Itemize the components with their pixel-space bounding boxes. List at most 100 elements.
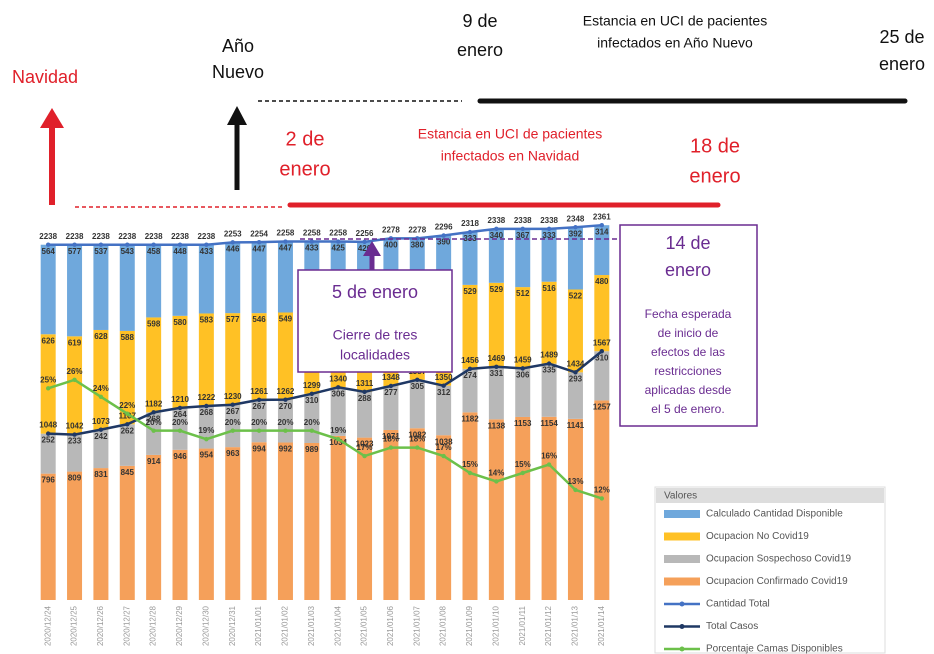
legend-items: Calculado Cantidad Disponible Ocupacion N… xyxy=(664,509,852,654)
line-marker xyxy=(151,242,156,247)
x-tick-label: 2021/01/08 xyxy=(439,605,448,646)
bar-segment xyxy=(594,351,610,401)
line-marker xyxy=(283,428,288,433)
x-tick-label: 2020/12/24 xyxy=(43,605,52,646)
data-label: 19% xyxy=(330,426,346,435)
bar-segment xyxy=(67,244,83,337)
data-label: 20% xyxy=(277,418,293,427)
data-label: 262 xyxy=(121,426,135,435)
line-marker xyxy=(177,242,183,247)
data-label: 1210 xyxy=(171,395,189,404)
bar-segment xyxy=(198,448,214,600)
arrow-head xyxy=(40,108,64,128)
data-label: 1138 xyxy=(488,421,506,430)
data-label: 277 xyxy=(384,388,398,397)
bar-segment xyxy=(515,368,531,417)
line-marker xyxy=(362,389,367,395)
data-label: 310 xyxy=(305,396,319,405)
data-label: 2254 xyxy=(250,229,268,238)
bar-segment xyxy=(515,287,531,369)
x-tick-label: 2021/01/13 xyxy=(571,605,580,646)
data-label: 529 xyxy=(463,287,477,296)
data-label: 15% xyxy=(462,460,478,469)
line-marker xyxy=(151,428,156,433)
x-tick-label: 2020/12/27 xyxy=(122,605,131,646)
bar-segment xyxy=(93,429,109,469)
bar-segment xyxy=(462,284,478,369)
data-label: 312 xyxy=(437,388,451,397)
data-label: 305 xyxy=(411,382,425,391)
legend-label: Total Casos xyxy=(706,621,758,632)
bar-segment xyxy=(172,244,188,316)
bar-segment xyxy=(541,228,557,282)
line-marker xyxy=(494,479,499,484)
line-marker xyxy=(125,411,130,416)
annotation: enero xyxy=(689,165,740,187)
x-tick-label: 2021/01/14 xyxy=(597,605,606,646)
data-label: 577 xyxy=(226,315,240,324)
line-marker xyxy=(494,364,499,369)
bar-segment xyxy=(40,473,56,600)
data-label: 20% xyxy=(146,418,162,427)
line-marker xyxy=(45,431,51,436)
x-tick-label: 2021/01/01 xyxy=(254,605,263,646)
line-marker xyxy=(573,487,578,493)
data-label: 1023 xyxy=(356,440,374,449)
bar-segment xyxy=(93,468,109,600)
bar-segment xyxy=(567,418,583,600)
data-label: 13% xyxy=(567,477,583,486)
bar-segment xyxy=(172,449,188,600)
annotation: infectados en Navidad xyxy=(441,148,580,164)
line-marker xyxy=(125,422,130,427)
data-label: 1038 xyxy=(435,437,453,446)
x-tick-label: 2020/12/28 xyxy=(149,605,158,646)
data-label: 992 xyxy=(279,445,293,454)
data-label: 20% xyxy=(251,418,267,427)
legend-swatch xyxy=(664,577,700,586)
bar-segment xyxy=(488,366,504,420)
annotation: Nuevo xyxy=(212,62,264,82)
bar-segment xyxy=(488,282,504,367)
bar-segment xyxy=(198,244,214,314)
data-label: 2238 xyxy=(66,232,84,241)
annotation: 2 de xyxy=(286,128,325,150)
data-label: 994 xyxy=(252,444,266,453)
line-marker xyxy=(546,226,552,232)
line xyxy=(47,378,603,500)
legend-label: Ocupacion Sospechoso Covid19 xyxy=(706,554,852,565)
line-marker xyxy=(256,239,262,245)
data-label: 1350 xyxy=(435,373,453,382)
line-marker xyxy=(98,242,104,247)
data-label: 306 xyxy=(516,370,530,379)
annotation: enero xyxy=(665,260,711,280)
line-marker xyxy=(441,383,446,388)
x-tick-label: 2021/01/11 xyxy=(518,605,527,645)
data-label: 1222 xyxy=(197,393,215,402)
data-label: 17% xyxy=(357,443,373,452)
data-label: 433 xyxy=(200,247,214,256)
annotation: infectados en Año Nuevo xyxy=(597,35,753,51)
data-label: 22% xyxy=(119,401,135,410)
data-label: 392 xyxy=(569,229,583,238)
annotation: el 5 de enero. xyxy=(651,402,724,416)
bar-segment xyxy=(567,227,583,290)
data-label: 2338 xyxy=(487,216,505,225)
line-marker xyxy=(467,366,473,372)
data-label: 26% xyxy=(67,367,83,376)
bar-segment xyxy=(304,442,320,600)
data-label: 580 xyxy=(173,318,187,327)
data-label: 12% xyxy=(594,486,610,495)
x-tick-label: 2021/01/03 xyxy=(307,605,316,646)
line-marker xyxy=(98,427,104,432)
legend-swatch xyxy=(664,532,700,541)
data-label: 963 xyxy=(226,449,240,458)
line-marker xyxy=(72,432,77,437)
bar-segment xyxy=(67,471,83,600)
data-label: 1034 xyxy=(329,438,347,447)
line-marker xyxy=(546,462,552,467)
line-marker xyxy=(335,385,341,390)
line-marker xyxy=(362,239,367,245)
data-label: 1073 xyxy=(92,417,110,426)
data-label: 2278 xyxy=(382,225,400,234)
